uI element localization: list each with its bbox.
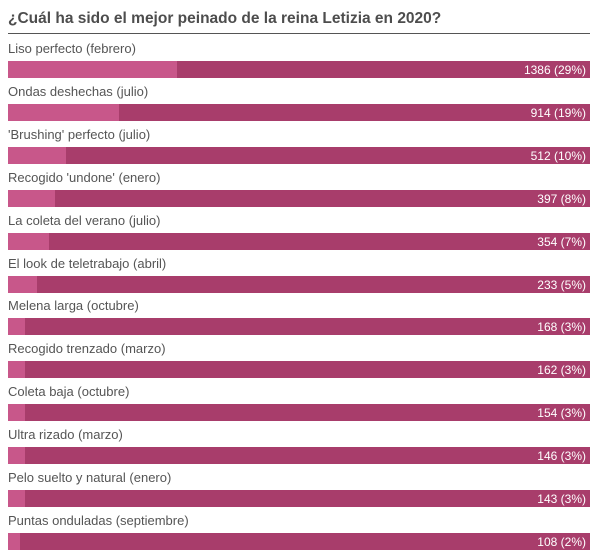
option-bar-track: 168 (3%) [8, 318, 590, 336]
option-value-label: 108 (2%) [537, 534, 586, 549]
option-bar-fill [8, 189, 55, 207]
option-label: 'Brushing' perfecto (julio) [8, 126, 151, 142]
option-label: Puntas onduladas (septiembre) [8, 512, 189, 528]
option-bar-track: 397 (8%) [8, 189, 590, 207]
option-bar-fill [8, 146, 66, 164]
option-label: Ultra rizado (marzo) [8, 427, 123, 443]
option-value-label: 233 (5%) [537, 277, 586, 292]
option-bar-fill [8, 447, 25, 465]
option-bar-track: 354 (7%) [8, 232, 590, 250]
option-label: Coleta baja (octubre) [8, 384, 130, 400]
option-bar-fill [8, 275, 37, 293]
option-value-label: 354 (7%) [537, 234, 586, 249]
option-bar-track: 146 (3%) [8, 447, 590, 465]
poll-title: ¿Cuál ha sido el mejor peinado de la rei… [8, 8, 590, 34]
option-bar-fill [8, 361, 25, 379]
option-bar-track: 143 (3%) [8, 490, 590, 507]
option-label: Pelo suelto y natural (enero) [8, 470, 172, 485]
option-value-label: 162 (3%) [537, 363, 586, 378]
option-bar-fill [8, 532, 20, 550]
poll-option[interactable]: Recogido trenzado (marzo) 162 (3%) [8, 340, 590, 380]
option-value-label: 397 (8%) [537, 191, 586, 206]
poll-option[interactable]: La coleta del verano (julio) 354 (7%) [8, 212, 590, 252]
option-label: El look de teletrabajo (abril) [8, 255, 167, 271]
option-bar-fill [8, 404, 25, 422]
option-label: Recogido trenzado (marzo) [8, 341, 166, 357]
option-bar-track: 1386 (29%) [8, 61, 590, 78]
option-value-label: 512 (10%) [530, 148, 586, 163]
option-bar-track: 233 (5%) [8, 275, 590, 293]
option-bar-fill [8, 103, 119, 121]
option-bar-fill [8, 232, 49, 250]
option-bar-fill [8, 318, 25, 336]
option-bar-track: 512 (10%) [8, 146, 590, 164]
poll-option[interactable]: Puntas onduladas (septiembre) 108 (2%) [8, 512, 590, 552]
option-bar-track: 108 (2%) [8, 532, 590, 550]
option-bar-track: 162 (3%) [8, 361, 590, 379]
poll-option[interactable]: Coleta baja (octubre) 154 (3%) [8, 383, 590, 423]
poll-option[interactable]: Pelo suelto y natural (enero) 143 (3%) [8, 469, 590, 509]
option-bar-track: 154 (3%) [8, 404, 590, 422]
poll-option[interactable]: Melena larga (octubre) 168 (3%) [8, 297, 590, 337]
poll-option[interactable]: Ultra rizado (marzo) 146 (3%) [8, 426, 590, 466]
option-value-label: 914 (19%) [530, 105, 586, 120]
option-label: La coleta del verano (julio) [8, 212, 161, 228]
poll-option[interactable]: 'Brushing' perfecto (julio) 512 (10%) [8, 126, 590, 166]
option-bar-fill [8, 490, 25, 507]
option-value-label: 1386 (29%) [523, 63, 586, 77]
poll-option[interactable]: Ondas deshechas (julio) 914 (19%) [8, 83, 590, 123]
option-label: Recogido 'undone' (enero) [8, 169, 161, 185]
option-value-label: 143 (3%) [537, 492, 586, 506]
option-label: Ondas deshechas (julio) [8, 83, 149, 99]
option-bar-fill [8, 61, 177, 78]
option-value-label: 146 (3%) [537, 449, 586, 464]
option-value-label: 154 (3%) [537, 406, 586, 421]
poll-option[interactable]: El look de teletrabajo (abril) 233 (5%) [8, 255, 590, 295]
option-value-label: 168 (3%) [537, 320, 586, 335]
option-label: Melena larga (octubre) [8, 298, 139, 314]
poll-option[interactable]: Liso perfecto (febrero) 1386 (29%) [8, 40, 590, 80]
option-label: Liso perfecto (febrero) [8, 41, 136, 56]
poll-option[interactable]: Recogido 'undone' (enero) 397 (8%) [8, 169, 590, 209]
option-bar-track: 914 (19%) [8, 103, 590, 121]
